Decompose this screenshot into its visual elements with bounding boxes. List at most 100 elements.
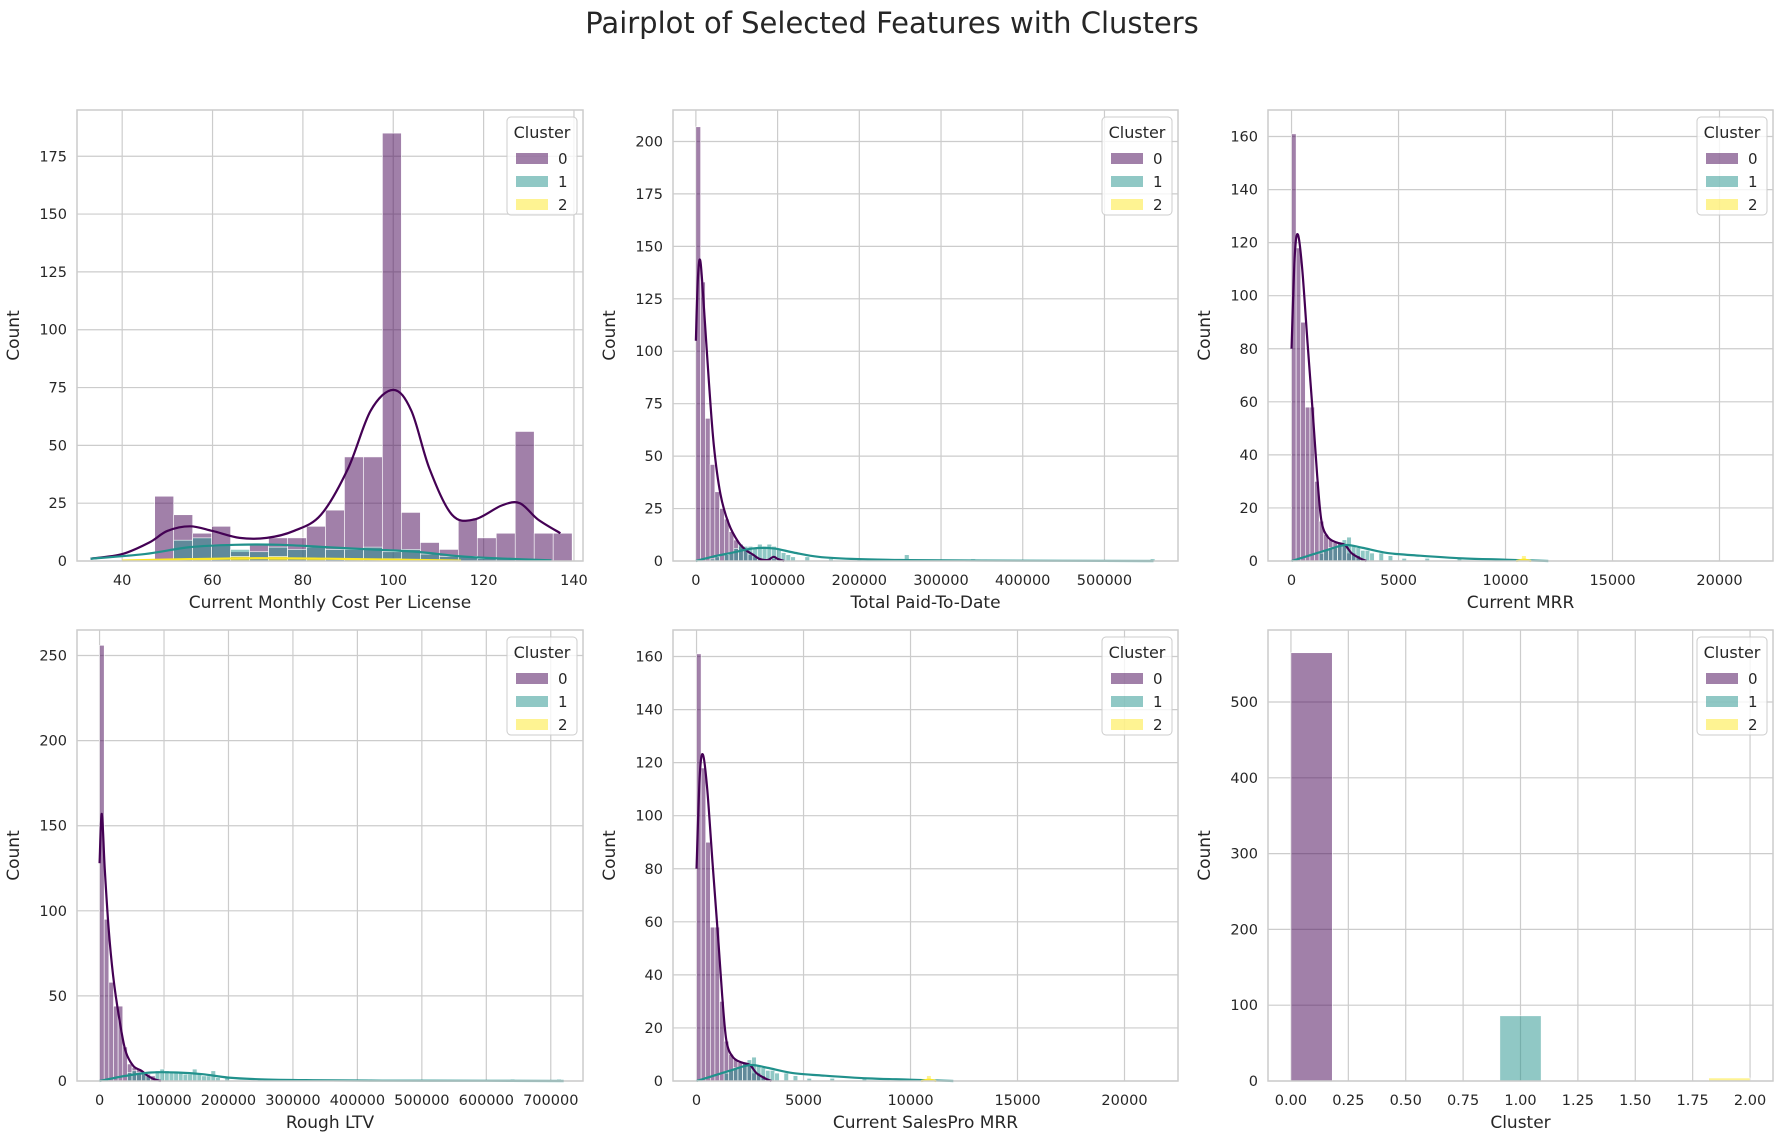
- x-tick-label: 140: [560, 573, 588, 589]
- legend-box: [1101, 116, 1173, 216]
- axes-background: [1268, 110, 1773, 561]
- histogram-bar-cluster-1: [724, 554, 730, 562]
- legend-swatch-cluster-2: [516, 199, 548, 210]
- x-tick-label: 10000: [887, 1093, 933, 1109]
- y-tick-label: 140: [635, 703, 663, 719]
- legend-swatch-cluster-0: [1111, 673, 1143, 684]
- histogram-bar-cluster-1: [785, 554, 791, 562]
- kde-line-cluster-0: [90, 388, 561, 560]
- legend-swatch-cluster-2: [1111, 719, 1143, 730]
- histogram-bar-cluster-0: [552, 532, 573, 562]
- y-tick-label: 40: [1240, 448, 1258, 464]
- histogram-bar-cluster-1: [168, 1072, 175, 1082]
- x-tick-label: 0: [95, 1093, 104, 1109]
- x-tick-label: 200000: [832, 573, 887, 589]
- legend-label: 1: [1153, 173, 1163, 191]
- legend-title: Cluster: [1109, 643, 1166, 662]
- y-tick-label: 60: [1240, 395, 1258, 411]
- y-tick-label: 0: [58, 554, 67, 570]
- legend-label: 0: [1748, 150, 1758, 168]
- y-tick-label: 200: [635, 134, 663, 150]
- legend-swatch-cluster-1: [1706, 176, 1738, 187]
- legend-swatch-cluster-2: [516, 719, 548, 730]
- y-tick-label: 0: [58, 1074, 67, 1090]
- y-tick-label: 40: [645, 968, 663, 984]
- subplot-4: 0 100000 200000 300000 400000 500000 600000 700…: [4, 629, 584, 1133]
- y-tick-label: 150: [39, 819, 67, 835]
- x-axis-label: Current Monthly Cost Per License: [189, 593, 472, 613]
- x-tick-label: 500000: [394, 1093, 449, 1109]
- histogram-bar-cluster-0: [1290, 652, 1333, 1082]
- x-tick-label: 20000: [1696, 573, 1742, 589]
- x-tick-label: 300000: [265, 1093, 320, 1109]
- subplot-1: 40 60 80 100 120 1400255075100125150175Curren…: [4, 109, 588, 613]
- legend-title: Cluster: [1109, 123, 1166, 142]
- histogram-bar-cluster-1: [1378, 552, 1384, 562]
- histogram-bar-cluster-0: [514, 431, 535, 562]
- y-tick-label: 25: [49, 496, 67, 512]
- legend-label: 0: [1153, 670, 1163, 688]
- axes-frame: [76, 109, 584, 562]
- axes-frame: [672, 629, 1179, 1082]
- x-tick-label: 400000: [995, 573, 1050, 589]
- legend: Cluster 0 1 2: [1696, 116, 1768, 216]
- subplot-6: 0.00 0.25 0.50 0.75 1.00 1.25 1.50 1.75 2.00 0 100…: [1195, 629, 1774, 1133]
- x-axis-label: Current SalesPro MRR: [833, 1113, 1018, 1133]
- legend-swatch-cluster-0: [516, 153, 548, 164]
- legend: Cluster 0 1 2: [506, 116, 578, 216]
- y-tick-label: 0: [654, 554, 663, 570]
- x-tick-label: 500000: [1077, 573, 1132, 589]
- x-axis-label: Current MRR: [1467, 593, 1575, 613]
- y-tick-label: 80: [1240, 342, 1258, 358]
- y-axis-label: Count: [1195, 310, 1215, 361]
- histogram-bar-cluster-1: [728, 1070, 734, 1082]
- x-tick-label: 10000: [1482, 573, 1528, 589]
- x-tick-label: 100: [379, 573, 407, 589]
- legend-swatch-cluster-1: [1111, 176, 1143, 187]
- legend-swatch-cluster-1: [516, 696, 548, 707]
- x-tick-label: 40: [113, 573, 131, 589]
- histogram-bar-cluster-0: [103, 919, 110, 1082]
- x-tick-label: 600000: [459, 1093, 514, 1109]
- y-tick-label: 500: [1230, 695, 1258, 711]
- histogram-bar-cluster-1: [249, 551, 269, 562]
- legend-title: Cluster: [1704, 643, 1761, 662]
- histogram-bar-cluster-1: [723, 1072, 730, 1082]
- y-tick-label: 200: [39, 734, 67, 750]
- legend-label: 1: [1153, 693, 1163, 711]
- legend-swatch-cluster-2: [1111, 199, 1143, 210]
- histogram-bar-cluster-1: [206, 1075, 212, 1082]
- kde-line-cluster-2: [122, 557, 462, 562]
- axes-frame: [1267, 629, 1774, 1082]
- legend-label: 1: [558, 173, 568, 191]
- y-tick-label: 100: [1230, 289, 1258, 305]
- histogram-bar-cluster-0: [710, 926, 716, 1082]
- histogram-bar-cluster-0: [382, 132, 402, 562]
- histogram-bar-cluster-0: [533, 532, 554, 562]
- histogram-bar-cluster-1: [1499, 1015, 1542, 1082]
- x-tick-label: 0: [691, 573, 700, 589]
- axes-frame: [76, 629, 584, 1082]
- x-tick-label: 100000: [136, 1093, 191, 1109]
- y-axis-label: Count: [600, 310, 620, 361]
- kde-line-cluster-0: [695, 753, 772, 1083]
- histogram-bar-cluster-1: [187, 1073, 193, 1082]
- histogram-bar-cluster-1: [127, 1072, 133, 1082]
- y-axis-label: Count: [600, 830, 620, 881]
- legend: Cluster 0 1 2: [506, 636, 578, 736]
- y-tick-label: 20: [645, 1021, 663, 1037]
- x-tick-label: 5000: [785, 1093, 822, 1109]
- legend-swatch-cluster-0: [1706, 673, 1738, 684]
- histogram-bar-cluster-1: [1323, 550, 1329, 562]
- subplot-5: 0 5000 10000 15000 2000002040608010012014016…: [600, 629, 1179, 1133]
- y-tick-label: 75: [645, 397, 663, 413]
- y-axis-label: Count: [1195, 830, 1215, 881]
- y-tick-label: 175: [635, 187, 663, 203]
- histogram-bar-cluster-1: [733, 548, 739, 562]
- x-tick-label: 1.50: [1619, 1093, 1651, 1109]
- y-tick-label: 100: [635, 344, 663, 360]
- y-tick-label: 120: [635, 756, 663, 772]
- y-tick-label: 50: [49, 438, 67, 454]
- histogram-bar-cluster-1: [159, 1068, 165, 1082]
